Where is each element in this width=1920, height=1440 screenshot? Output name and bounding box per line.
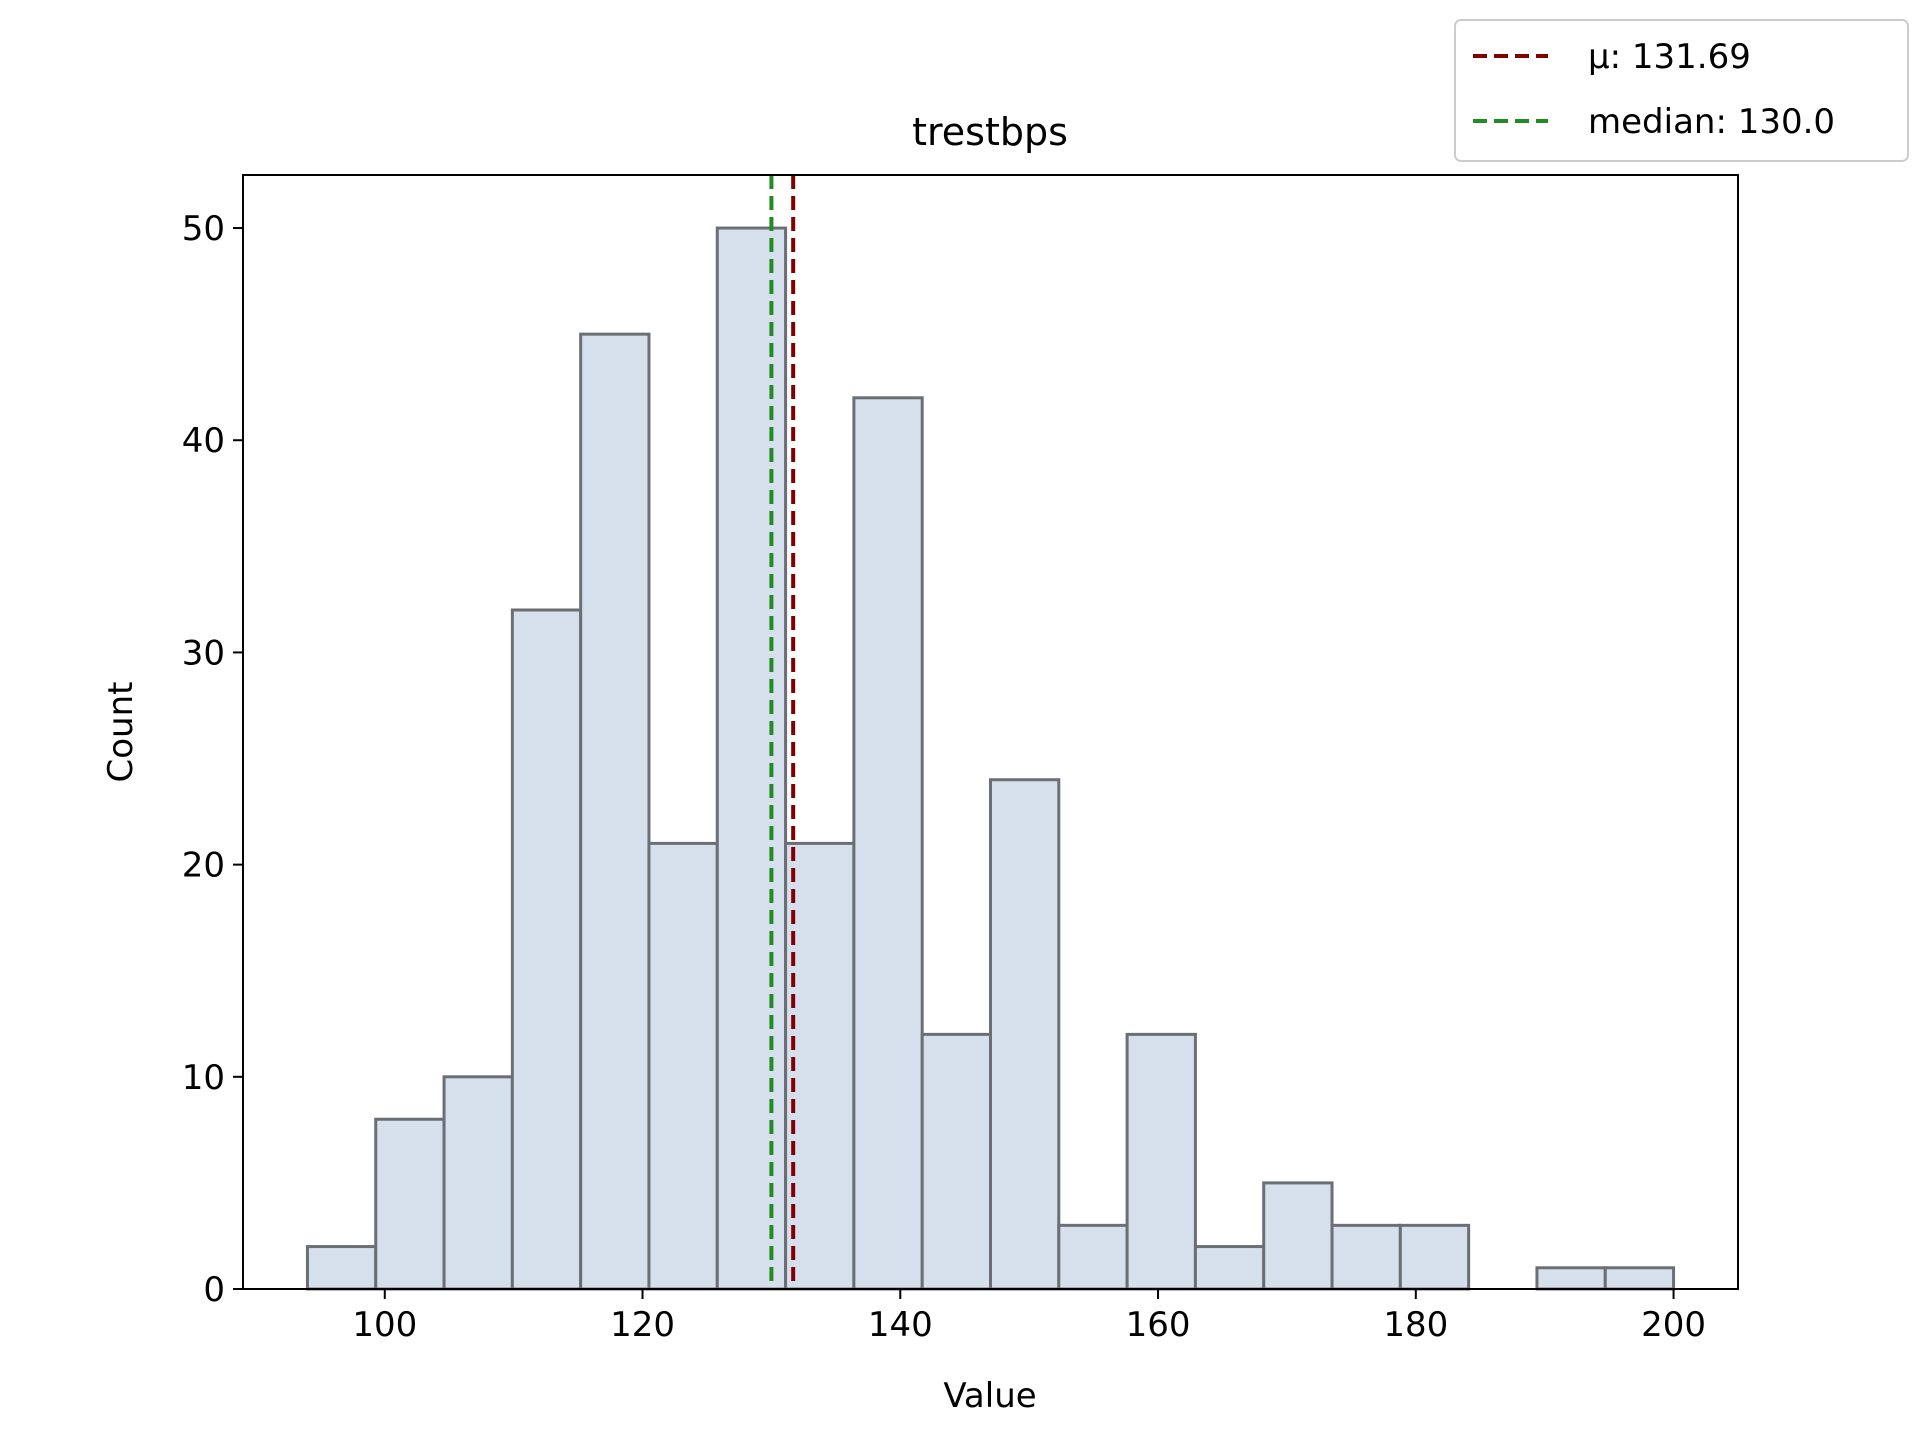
- y-tick-label: 10: [182, 1058, 225, 1098]
- chart-title: trestbps: [912, 110, 1068, 154]
- histogram-bar: [1603, 1266, 1676, 1291]
- y-axis-label: Count: [101, 682, 141, 783]
- x-tick-label: 200: [1641, 1305, 1706, 1345]
- y-tick-label: 20: [182, 846, 225, 886]
- histogram-bar: [442, 1075, 514, 1291]
- histogram-bar: [989, 778, 1061, 1291]
- histogram-bar: [1057, 1223, 1129, 1291]
- histogram-bar: [510, 608, 583, 1291]
- histogram-bar: [784, 841, 856, 1291]
- y-tick-label: 50: [182, 209, 225, 249]
- y-tick-label: 40: [182, 421, 225, 461]
- x-tick-label: 140: [868, 1305, 933, 1345]
- x-axis-label: Value: [943, 1376, 1036, 1416]
- histogram-bar: [852, 396, 924, 1291]
- histogram-bars: [305, 226, 1676, 1291]
- y-tick-label: 30: [182, 633, 225, 673]
- histogram-bar: [374, 1117, 446, 1291]
- x-tick-label: 180: [1383, 1305, 1448, 1345]
- legend-label-mean: μ: 131.69: [1588, 37, 1751, 77]
- legend: μ: 131.69 median: 130.0: [1454, 19, 1909, 162]
- x-axis-ticks: 100 120 140 160 180 200: [352, 1289, 1706, 1345]
- x-tick-label: 120: [610, 1305, 675, 1345]
- histogram-bar: [920, 1032, 993, 1291]
- histogram-bar: [647, 841, 719, 1291]
- histogram-bar: [1262, 1181, 1334, 1291]
- histogram-bar: [1330, 1223, 1402, 1291]
- x-tick-label: 160: [1126, 1305, 1191, 1345]
- y-axis-ticks: 0 10 20 30 40 50: [182, 209, 243, 1310]
- histogram-bar: [715, 226, 788, 1291]
- y-tick-label: 0: [203, 1270, 225, 1310]
- histogram-bar: [305, 1245, 378, 1291]
- histogram-bar: [1398, 1223, 1471, 1291]
- histogram-bar: [579, 332, 651, 1291]
- histogram-bar: [1193, 1245, 1266, 1291]
- axes-frame: [242, 174, 1739, 1290]
- histogram-bar: [1125, 1032, 1197, 1291]
- reference-lines: [769, 175, 796, 1289]
- legend-box: [1454, 19, 1909, 162]
- legend-label-median: median: 130.0: [1588, 102, 1835, 142]
- x-tick-label: 100: [352, 1305, 417, 1345]
- histogram-bar: [1535, 1266, 1607, 1291]
